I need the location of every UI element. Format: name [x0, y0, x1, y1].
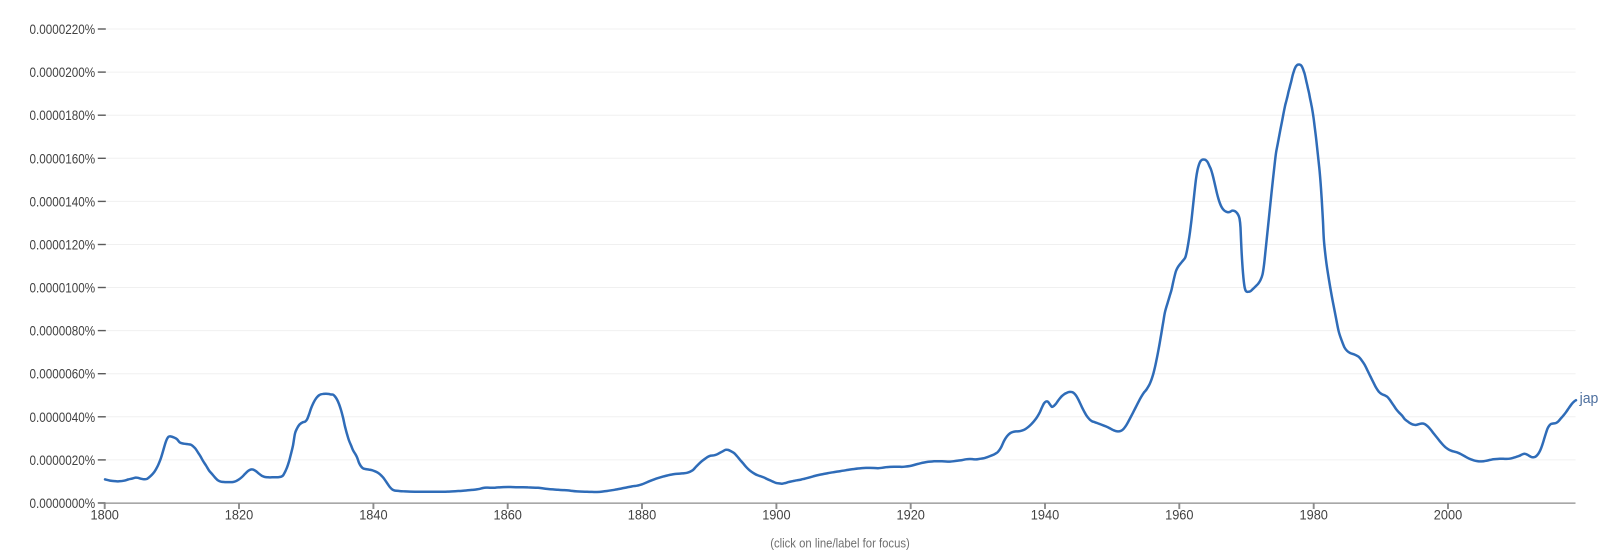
svg-text:0.0000160%: 0.0000160%	[30, 150, 96, 166]
svg-text:1800: 1800	[91, 507, 119, 523]
svg-text:0.0000100%: 0.0000100%	[30, 280, 96, 296]
svg-text:0.0000200%: 0.0000200%	[30, 64, 96, 80]
svg-text:0.0000040%: 0.0000040%	[30, 409, 96, 425]
svg-text:1900: 1900	[762, 507, 790, 523]
svg-text:0.0000220%: 0.0000220%	[30, 21, 96, 37]
svg-text:1860: 1860	[494, 507, 522, 523]
svg-text:1840: 1840	[359, 507, 387, 523]
svg-text:0.0000080%: 0.0000080%	[30, 323, 96, 339]
svg-text:1880: 1880	[628, 507, 656, 523]
svg-text:1980: 1980	[1300, 507, 1328, 523]
svg-text:0.0000120%: 0.0000120%	[30, 237, 96, 253]
svg-text:0.0000020%: 0.0000020%	[30, 452, 96, 468]
svg-text:0.0000000%: 0.0000000%	[30, 495, 96, 511]
svg-text:0.0000180%: 0.0000180%	[30, 107, 96, 123]
svg-text:1920: 1920	[897, 507, 925, 523]
svg-text:1960: 1960	[1165, 507, 1193, 523]
svg-text:0.0000140%: 0.0000140%	[30, 193, 96, 209]
svg-text:jap: jap	[1579, 390, 1599, 407]
svg-text:1820: 1820	[225, 507, 253, 523]
svg-text:(click on line/label for focus: (click on line/label for focus)	[770, 536, 910, 550]
svg-text:1940: 1940	[1031, 507, 1059, 523]
svg-text:2000: 2000	[1434, 507, 1462, 523]
svg-text:0.0000060%: 0.0000060%	[30, 366, 96, 382]
